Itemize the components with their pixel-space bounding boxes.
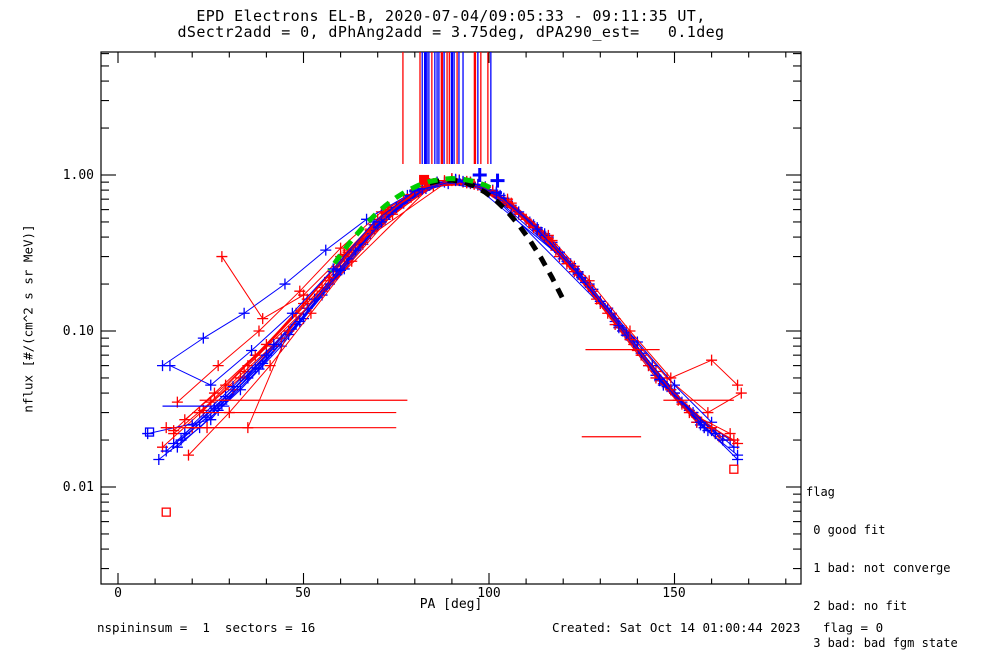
data-series-line [191, 181, 724, 441]
x-tick-label-100: 100 [477, 586, 501, 601]
plus-markers [194, 175, 736, 440]
data-series-line [162, 183, 735, 448]
x-tick-label-50: 50 [295, 586, 311, 601]
plus-markers [216, 177, 740, 446]
legend-item-1: 1 bad: not converge [806, 560, 951, 575]
data-series-line [173, 180, 705, 444]
data-series-line [199, 180, 731, 435]
legend-title: flag [806, 485, 835, 500]
plus-markers [160, 173, 744, 461]
y-tick-label-2: 0.10 [62, 324, 94, 339]
flag-legend: flag 0 good fit 1 bad: not converge 2 ba… [806, 461, 972, 650]
plus-markers [157, 175, 744, 453]
x-tick-label-150: 150 [662, 586, 686, 601]
fit-curve-green [327, 175, 498, 273]
data-layer [142, 52, 747, 517]
square-marker [729, 464, 739, 474]
footer-created-info: Created: Sat Oct 14 01:00:44 2023 flag =… [552, 620, 884, 635]
square-marker [161, 507, 171, 517]
plus-markers [168, 174, 710, 437]
plus-markers [157, 178, 740, 453]
x-axis-label: PA [deg] [419, 597, 483, 612]
data-series-line [169, 180, 738, 460]
data-series-line [166, 179, 698, 429]
data-series-line [470, 181, 712, 423]
y-tick-label-1: 1.00 [62, 168, 94, 183]
plus-markers [182, 178, 725, 461]
plus-markers [160, 174, 703, 434]
plus-markers [168, 175, 710, 450]
plus-markers [153, 176, 736, 466]
data-series-line [162, 180, 738, 448]
data-series-line [173, 179, 705, 431]
data-series-line [184, 182, 716, 434]
legend-item-0: 0 good fit [806, 522, 886, 537]
legend-item-2: 2 bad: no fit [806, 598, 908, 613]
plus-markers [186, 176, 729, 446]
plot-title-line2: dSectr2add = 0, dPhAng2add = 3.75deg, dP… [177, 23, 725, 41]
data-series-line [188, 183, 720, 456]
plus-markers [186, 176, 729, 446]
footer-spin-info: nspininsum = 1 sectors = 16 [97, 620, 316, 635]
bold-filled-marker [419, 174, 430, 185]
data-series-line [180, 181, 712, 441]
plus-markers [164, 175, 744, 466]
plus-markers [171, 175, 714, 453]
plus-markers [298, 175, 744, 391]
bold-plus-marker [490, 173, 505, 188]
data-series-line [158, 181, 731, 460]
data-series-line [191, 181, 724, 441]
x-tick-label-0: 0 [114, 586, 122, 601]
y-axis-label: nflux [#/(cm^2 s sr MeV)] [20, 224, 36, 413]
data-series-line [184, 183, 716, 434]
bold-plus-marker [472, 168, 487, 182]
legend-item-3: 3 bad: bad fgm state [806, 636, 958, 650]
square-marker [144, 427, 155, 437]
plot-title-line1: EPD Electrons EL-B, 2020-07-04/09:05:33 … [196, 7, 706, 25]
data-series-line [165, 178, 738, 456]
y-tick-label-3: 0.01 [62, 480, 94, 495]
